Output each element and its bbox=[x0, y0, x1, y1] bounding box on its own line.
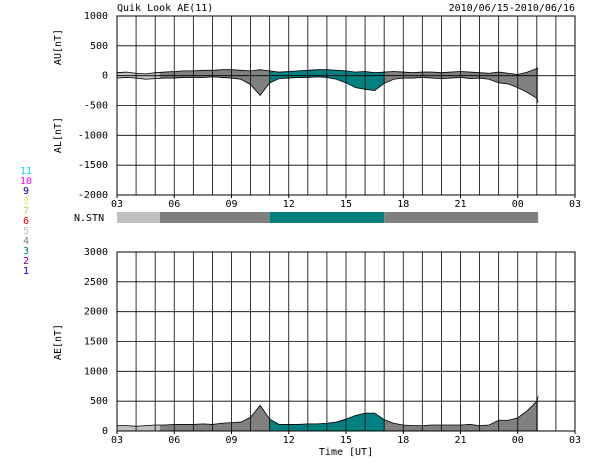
x-tick-label: 21 bbox=[454, 435, 466, 446]
legend-label: 3 bbox=[23, 246, 29, 257]
ae-line bbox=[117, 396, 539, 427]
x-tick-label: 00 bbox=[512, 199, 524, 210]
station-fill bbox=[269, 69, 385, 91]
legend-label: 4 bbox=[23, 236, 29, 247]
legend-label: 8 bbox=[23, 196, 29, 207]
x-tick-label: 15 bbox=[340, 435, 352, 446]
legend-label: 5 bbox=[23, 226, 29, 237]
x-tick-label: 06 bbox=[168, 199, 180, 210]
y-tick-label: 3000 bbox=[84, 247, 108, 258]
legend-label: 1 bbox=[23, 266, 29, 277]
legend-label: 11 bbox=[20, 166, 32, 177]
au-line bbox=[116, 67, 539, 75]
plot-frame bbox=[116, 15, 576, 196]
y-tick-label: 1000 bbox=[84, 11, 108, 22]
y-tick-label: 1000 bbox=[84, 366, 108, 377]
x-axis-label: Time [UT] bbox=[319, 447, 373, 458]
legend-label: 10 bbox=[20, 176, 32, 187]
y-tick-label: 2500 bbox=[84, 277, 108, 288]
y-tick-label: -1000 bbox=[78, 130, 108, 141]
chart-title: Quik Look AE(11) bbox=[117, 3, 213, 14]
stations-label: N.STN bbox=[74, 213, 104, 224]
x-tick-label: 03 bbox=[111, 435, 123, 446]
x-tick-label: 03 bbox=[569, 199, 581, 210]
station-fill bbox=[159, 69, 270, 96]
y-tick-label: 500 bbox=[90, 41, 108, 52]
legend-label: 7 bbox=[23, 206, 29, 217]
al-line bbox=[116, 76, 539, 103]
y-tick-label: -2000 bbox=[78, 190, 108, 201]
x-tick-label: 18 bbox=[397, 435, 409, 446]
x-tick-label: 12 bbox=[283, 435, 295, 446]
x-tick-label: 18 bbox=[397, 199, 409, 210]
x-tick-label: 21 bbox=[454, 199, 466, 210]
legend-label: 6 bbox=[23, 216, 29, 227]
plot-frame bbox=[116, 251, 576, 432]
legend-label: 9 bbox=[23, 186, 29, 197]
y-axis-label: AE[nT] bbox=[53, 324, 64, 360]
y-tick-label: -1500 bbox=[78, 160, 108, 171]
station-fill bbox=[384, 396, 539, 431]
station-bar bbox=[159, 212, 270, 223]
y-tick-label: 500 bbox=[90, 396, 108, 407]
x-tick-label: 03 bbox=[569, 435, 581, 446]
station-fill bbox=[269, 413, 385, 431]
x-tick-label: 12 bbox=[283, 199, 295, 210]
x-tick-label: 09 bbox=[225, 435, 237, 446]
x-tick-label: 00 bbox=[512, 435, 524, 446]
station-bar bbox=[269, 212, 385, 223]
y-tick-label: 1500 bbox=[84, 337, 108, 348]
y-axis-label: AU[nT] bbox=[53, 29, 64, 65]
y-axis-label: AL[nT] bbox=[53, 117, 64, 153]
y-tick-label: 0 bbox=[102, 71, 108, 82]
y-tick-label: 0 bbox=[102, 426, 108, 437]
x-tick-label: 03 bbox=[111, 199, 123, 210]
station-bar bbox=[384, 212, 539, 223]
legend-label: 2 bbox=[23, 256, 29, 267]
x-tick-label: 09 bbox=[225, 199, 237, 210]
x-tick-label: 06 bbox=[168, 435, 180, 446]
date-range: 2010/06/15-2010/06/16 bbox=[449, 3, 575, 14]
station-bar bbox=[117, 212, 160, 223]
y-tick-label: 2000 bbox=[84, 307, 108, 318]
y-tick-label: -500 bbox=[84, 101, 108, 112]
x-tick-label: 15 bbox=[340, 199, 352, 210]
station-fill bbox=[117, 425, 160, 431]
